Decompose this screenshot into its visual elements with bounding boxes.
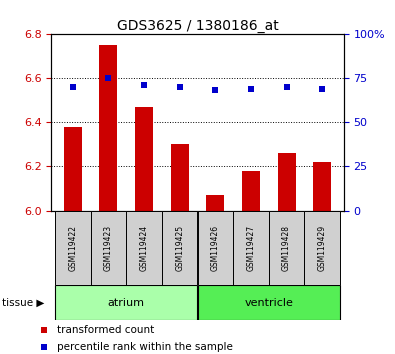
Bar bbox=[55, 285, 198, 320]
Bar bbox=[313, 162, 331, 211]
Title: GDS3625 / 1380186_at: GDS3625 / 1380186_at bbox=[117, 19, 278, 33]
Text: transformed count: transformed count bbox=[56, 325, 154, 335]
Bar bbox=[100, 45, 117, 211]
Text: tissue ▶: tissue ▶ bbox=[2, 298, 44, 308]
Text: ventricle: ventricle bbox=[245, 298, 293, 308]
Text: GSM119427: GSM119427 bbox=[246, 225, 256, 271]
Text: GSM119422: GSM119422 bbox=[68, 225, 77, 271]
Bar bbox=[55, 211, 90, 285]
Bar bbox=[198, 211, 233, 285]
Text: GSM119425: GSM119425 bbox=[175, 225, 184, 271]
Bar bbox=[242, 171, 260, 211]
Bar bbox=[162, 211, 198, 285]
Bar bbox=[269, 211, 305, 285]
Bar bbox=[198, 285, 340, 320]
Text: GSM119424: GSM119424 bbox=[139, 225, 149, 271]
Bar bbox=[278, 153, 295, 211]
Text: GSM119423: GSM119423 bbox=[104, 225, 113, 271]
Text: GSM119428: GSM119428 bbox=[282, 225, 291, 271]
Bar bbox=[207, 195, 224, 211]
Bar bbox=[90, 211, 126, 285]
Bar bbox=[171, 144, 188, 211]
Bar bbox=[305, 211, 340, 285]
Bar bbox=[135, 107, 153, 211]
Bar bbox=[64, 126, 82, 211]
Text: atrium: atrium bbox=[108, 298, 145, 308]
Text: percentile rank within the sample: percentile rank within the sample bbox=[56, 342, 232, 352]
Text: GSM119429: GSM119429 bbox=[318, 225, 327, 271]
Bar bbox=[126, 211, 162, 285]
Text: GSM119426: GSM119426 bbox=[211, 225, 220, 271]
Bar bbox=[233, 211, 269, 285]
